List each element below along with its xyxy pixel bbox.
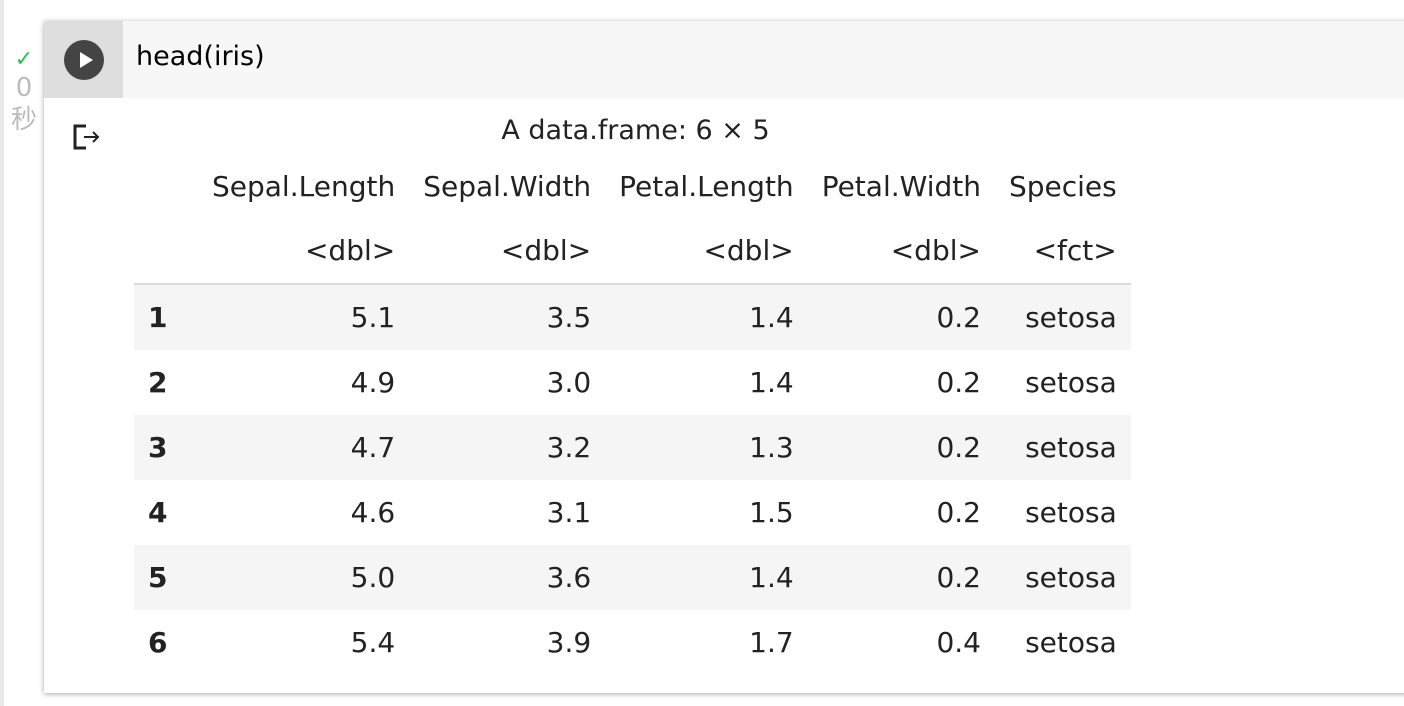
column-type: <fct>: [994, 217, 1131, 285]
table-row: 3 4.7 3.2 1.3 0.2 setosa: [134, 415, 1131, 480]
table-cell: 3.2: [546, 431, 592, 464]
execution-status: ✓ 0 秒: [8, 48, 40, 136]
table-row: 4 4.6 3.1 1.5 0.2 setosa: [134, 480, 1131, 545]
table-caption: A data.frame: 6 × 5: [501, 115, 770, 146]
table-cell: 3.6: [546, 561, 592, 594]
table-cell: setosa: [1025, 301, 1117, 334]
index-header: [134, 155, 198, 217]
table-cell: 0.2: [936, 366, 981, 399]
table-cell: 0.2: [936, 561, 981, 594]
run-button[interactable]: [64, 40, 104, 80]
table-cell: 5.0: [350, 561, 396, 594]
table-cell: 3.1: [546, 496, 592, 529]
table-cell: 0.2: [936, 431, 981, 464]
elapsed-unit: 秒: [10, 105, 37, 135]
column-type: <dbl>: [409, 217, 606, 285]
table-cell: 3.5: [546, 301, 592, 334]
column-type: <dbl>: [807, 217, 995, 285]
table-row: 5 5.0 3.6 1.4 0.2 setosa: [134, 545, 1131, 610]
column-type: <dbl>: [605, 217, 808, 285]
table-cell: setosa: [1025, 561, 1117, 594]
row-index: 5: [148, 561, 168, 594]
table-cell: 1.7: [749, 626, 794, 659]
table-cell: 0.2: [936, 496, 981, 529]
left-gutter: [0, 0, 4, 706]
table-row: 2 4.9 3.0 1.4 0.2 setosa: [134, 350, 1131, 415]
table-cell: 1.4: [749, 301, 794, 334]
elapsed-time: 0: [15, 73, 33, 103]
table-cell: 3.9: [546, 626, 592, 659]
table-cell: setosa: [1025, 366, 1117, 399]
output-icon[interactable]: [72, 123, 102, 151]
row-index: 1: [148, 301, 168, 334]
data-table: Sepal.Length Sepal.Width Petal.Length Petal…: [134, 155, 1131, 675]
table-row: 6 5.4 3.9 1.7 0.4 setosa: [134, 610, 1131, 675]
table-cell: 4.7: [350, 431, 396, 464]
table-cell: 1.4: [749, 366, 794, 399]
table-cell: setosa: [1025, 431, 1117, 464]
row-index: 6: [148, 626, 168, 659]
run-area: [44, 21, 123, 98]
table-cell: 0.2: [936, 301, 981, 334]
column-header: Petal.Width: [821, 169, 981, 203]
row-index: 4: [148, 496, 168, 529]
code-cell[interactable]: head(iris) A data.frame: 6 × 5 Sepal.Len…: [44, 21, 1404, 693]
check-icon: ✓: [14, 47, 34, 72]
table-cell: 5.1: [350, 301, 396, 334]
row-index: 2: [148, 366, 168, 399]
table-row: 1 5.1 3.5 1.4 0.2 setosa: [134, 284, 1131, 350]
table-cell: 1.3: [749, 431, 794, 464]
table-cell: setosa: [1025, 626, 1117, 659]
column-header: Sepal.Length: [212, 169, 396, 203]
column-header: Sepal.Width: [423, 169, 592, 203]
table-cell: 4.6: [350, 496, 396, 529]
table-cell: setosa: [1025, 496, 1117, 529]
table-cell: 3.0: [546, 366, 592, 399]
table-cell: 4.9: [350, 366, 396, 399]
index-type: [134, 217, 198, 285]
table-cell: 0.4: [936, 626, 981, 659]
column-type: <dbl>: [198, 217, 410, 285]
column-header: Petal.Length: [619, 169, 794, 203]
column-header: Species: [1008, 169, 1117, 203]
table-cell: 1.4: [749, 561, 794, 594]
row-index: 3: [148, 431, 168, 464]
table-cell: 1.5: [749, 496, 794, 529]
code-editor[interactable]: head(iris): [44, 21, 1404, 98]
table-cell: 5.4: [350, 626, 396, 659]
code-text[interactable]: head(iris): [136, 41, 265, 72]
